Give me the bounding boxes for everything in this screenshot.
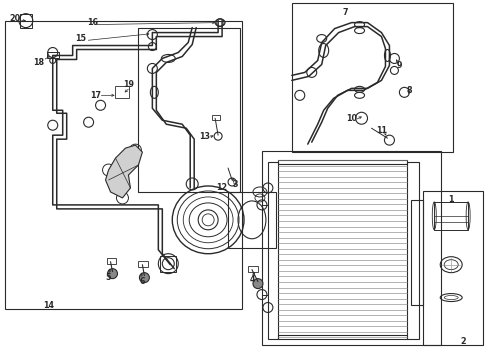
Text: 2: 2 [459,337,465,346]
Text: 11: 11 [375,126,386,135]
Text: 12: 12 [216,184,227,193]
Text: 15: 15 [75,34,86,43]
Bar [277,336,407,339]
Bar [433,202,467,230]
Bar [407,162,419,339]
Bar [227,192,275,248]
Text: 18: 18 [33,58,44,67]
Text: 10: 10 [346,114,356,123]
Bar [47,53,59,58]
Bar [20,14,32,28]
Text: 8: 8 [406,86,411,95]
Text: 3: 3 [232,180,237,189]
Bar [291,3,452,152]
Text: 9: 9 [396,61,401,70]
Circle shape [139,273,149,283]
Text: 1: 1 [447,195,453,204]
Bar [410,200,423,305]
Text: 19: 19 [122,80,134,89]
Circle shape [107,269,117,279]
Bar [267,162,277,339]
Text: 7: 7 [342,8,347,17]
Bar [277,160,407,164]
Bar [138,261,148,267]
Bar [262,151,440,345]
Bar [115,86,129,98]
Polygon shape [105,145,142,198]
Bar [5,21,242,310]
Text: 4: 4 [249,275,254,284]
Text: 17: 17 [90,91,101,100]
Text: 5: 5 [105,273,111,282]
Bar [247,266,258,272]
Bar [106,258,116,264]
Text: 16: 16 [87,18,98,27]
Bar [423,191,482,345]
Bar [160,256,176,272]
Text: 13: 13 [199,132,210,141]
Bar [212,115,220,120]
Text: 14: 14 [43,301,54,310]
Circle shape [252,279,263,289]
Text: 6: 6 [140,277,145,286]
Bar [138,28,240,192]
Text: 20: 20 [9,14,20,23]
